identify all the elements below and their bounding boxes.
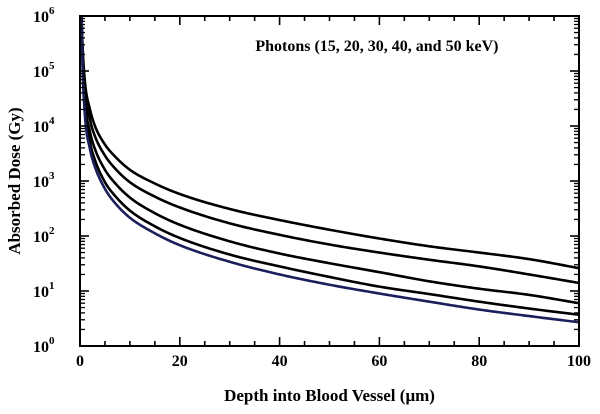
series-line-4: [80, 15, 580, 317]
y-tick-label: 103: [33, 170, 55, 191]
x-tick-label: 100: [567, 353, 591, 370]
series-line-1: [80, 15, 580, 270]
x-tick-label: 60: [371, 353, 387, 370]
series-line-3: [80, 15, 580, 305]
x-tick-label: 20: [172, 353, 188, 370]
y-tick-label: 101: [33, 280, 55, 301]
series-line-5: [80, 15, 580, 324]
plot-area-frame: [79, 15, 580, 347]
series-line-2: [80, 15, 580, 285]
axis-tick-labels: 0 20 40 60 80 100 100 101 102 103 104 105 106: [33, 5, 591, 370]
x-tick-label: 40: [272, 353, 288, 370]
x-tick-label: 0: [76, 353, 84, 370]
chart-annotation: Photons (15, 20, 30, 40, and 50 keV): [255, 38, 498, 55]
y-tick-label: 100: [33, 335, 55, 356]
y-tick-label: 102: [33, 225, 55, 246]
x-axis-title: Depth into Blood Vessel (μm): [224, 386, 435, 405]
series-curves: [80, 15, 580, 324]
y-tick-label: 105: [33, 60, 55, 81]
x-tick-label: 80: [471, 353, 487, 370]
y-tick-label: 106: [33, 5, 55, 26]
axis-ticks: [79, 15, 580, 347]
y-axis-title: Absorbed Dose (Gy): [5, 107, 24, 254]
y-tick-label: 104: [33, 115, 55, 136]
